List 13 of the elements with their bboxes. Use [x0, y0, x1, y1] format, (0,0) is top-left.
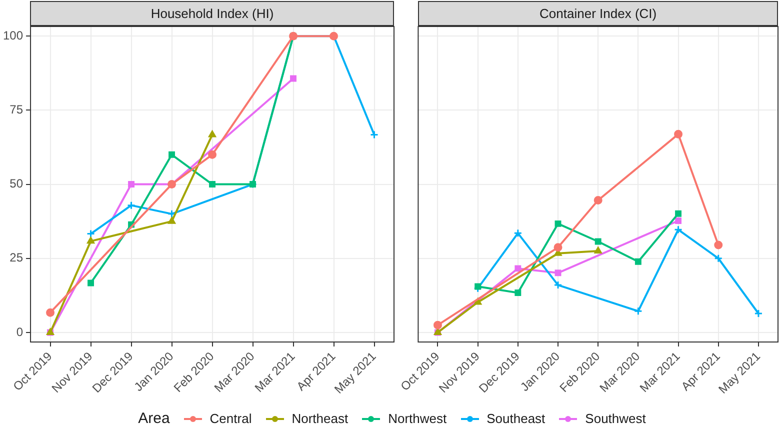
chart-title: Household Index (HI) [30, 1, 394, 26]
chart-title: Container Index (CI) [418, 1, 778, 26]
y-tick-label: 0 [16, 324, 24, 339]
y-tick-label: 25 [10, 250, 24, 265]
y-tick-label: 100 [2, 28, 24, 42]
legend-label: Central [210, 411, 252, 426]
legend-label: Northeast [292, 411, 348, 426]
legend-title: Area [138, 410, 170, 427]
legend-label: Southeast [486, 411, 546, 426]
legend-label: Southwest [585, 411, 646, 426]
y-tick-label: 50 [10, 176, 24, 191]
y-tick-label: 75 [10, 102, 24, 116]
legend-label: Northwest [388, 411, 447, 426]
